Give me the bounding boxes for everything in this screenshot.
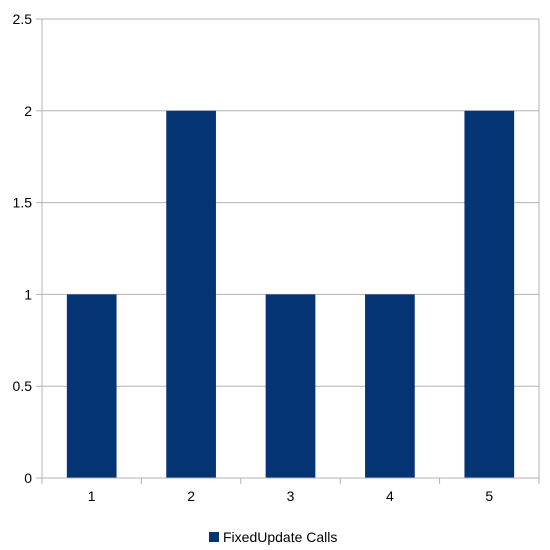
- grid-layer: [36, 18, 539, 479]
- x-tick-label: 4: [386, 488, 394, 504]
- bar: [265, 294, 316, 478]
- x-tick-labels: 1 2 3 4 5: [88, 488, 494, 504]
- bar: [166, 110, 216, 479]
- y-tick-label: 0: [24, 470, 32, 486]
- bar: [464, 110, 515, 479]
- bar: [66, 294, 117, 478]
- y-tick-label: 1: [24, 286, 32, 302]
- y-tick-label: 2: [24, 103, 32, 119]
- bars-layer: [66, 110, 515, 479]
- bar: [365, 294, 415, 478]
- x-tick-label: 1: [88, 488, 96, 504]
- legend-swatch: [209, 532, 219, 542]
- axes-layer: [41, 19, 540, 484]
- y-tick-label: 0.5: [13, 378, 33, 394]
- x-tick-label: 5: [485, 488, 493, 504]
- y-tick-label: 1.5: [13, 195, 33, 211]
- y-tick-label: 2.5: [13, 11, 33, 27]
- x-tick-label: 2: [187, 488, 195, 504]
- legend-label: FixedUpdate Calls: [223, 529, 337, 545]
- legend: FixedUpdate Calls: [209, 529, 337, 545]
- y-tick-labels: 0 0.5 1 1.5 2 2.5: [13, 11, 33, 486]
- x-tick-label: 3: [287, 488, 295, 504]
